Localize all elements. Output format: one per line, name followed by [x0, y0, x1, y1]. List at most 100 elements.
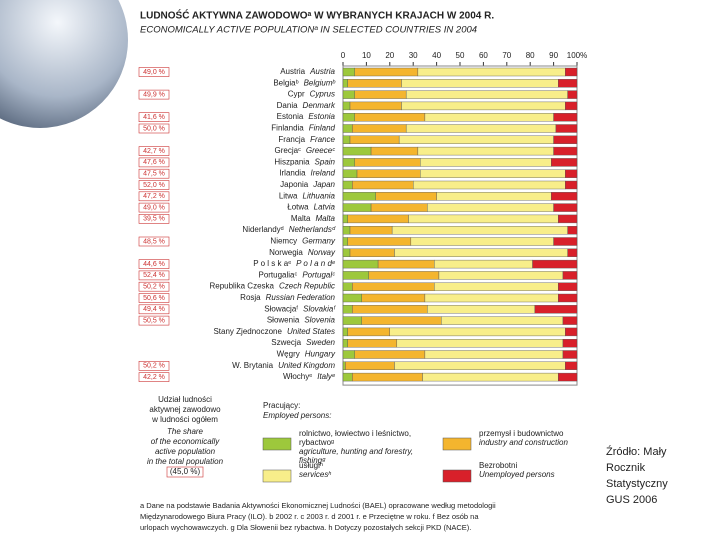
bar-segment — [361, 316, 442, 325]
share-label: 44,6 % — [143, 261, 165, 268]
globe-decoration — [0, 0, 128, 128]
share-label: 50,6 % — [143, 295, 165, 302]
bar-segment — [398, 135, 554, 145]
bar-segment — [342, 293, 362, 303]
share-label: 42,2 % — [143, 374, 165, 381]
x-tick-label: 10 — [362, 51, 371, 60]
country-name-en: Belgiumᵇ — [304, 78, 336, 87]
bar-segment — [562, 271, 578, 280]
bar-segment — [342, 248, 351, 258]
country-label: Irlandia Ireland — [279, 169, 335, 178]
bar-segment — [342, 271, 369, 280]
country-label: Estonia Estonia — [277, 112, 336, 121]
bar-segment — [553, 135, 578, 145]
legend-heading-en: Employed persons: — [263, 411, 331, 420]
country-name-en: Malta — [315, 214, 335, 223]
share-box — [138, 67, 170, 77]
share-box — [138, 112, 170, 122]
footnote: urlopach wychowawczych. g Dla Słowenii b… — [140, 523, 471, 532]
bar-segment — [349, 248, 395, 258]
share-box — [138, 168, 170, 179]
bar-segment — [405, 90, 568, 99]
country-name-en: Spain — [315, 158, 336, 167]
bar-segment — [356, 169, 421, 178]
bar-segment — [558, 214, 578, 224]
bar-segment — [370, 146, 419, 156]
country-name-en: Norway — [308, 248, 336, 257]
country-name-en: Russian Federation — [266, 293, 336, 302]
share-box — [138, 191, 170, 202]
legend-label: rolnictwo, łowiectwo i leśnictwo, — [299, 429, 411, 438]
share-box — [138, 259, 170, 269]
country-name-pl: Słowenia — [267, 316, 300, 325]
bar-segment — [377, 259, 435, 269]
country-name-en: Cyprus — [310, 90, 335, 99]
bar-segment — [354, 67, 419, 77]
country-name-en: Hungary — [305, 350, 336, 359]
bar-segment — [349, 135, 400, 145]
bar-segment — [420, 158, 552, 167]
share-box — [138, 123, 170, 134]
country-name-pl: Stany Zjednoczone — [213, 327, 282, 336]
bar-segment — [562, 339, 578, 348]
bar-segment — [342, 305, 353, 314]
bar-segment — [342, 327, 348, 337]
share-label: 39,5 % — [143, 216, 165, 223]
country-label: Węgry Hungary — [277, 350, 336, 359]
bar-segment — [565, 361, 578, 370]
share-note-en: active population — [155, 447, 216, 456]
country-label: Łotwa Latvia — [287, 203, 335, 212]
country-label: Finlandia Finland — [271, 124, 335, 133]
share-label: 52,0 % — [143, 182, 165, 189]
bar-segment — [391, 225, 568, 235]
bar-segment — [347, 327, 390, 337]
bar-segment — [551, 158, 578, 167]
bar-segment — [347, 237, 412, 246]
bar-segment — [349, 225, 393, 235]
share-box — [138, 157, 170, 168]
country-label: Grecjaᶜ Greeceᶜ — [275, 146, 336, 155]
bar-segment — [368, 271, 440, 280]
bar-segment — [558, 282, 578, 291]
bar-segment — [342, 112, 355, 122]
country-label: Belgiaᵇ Belgiumᵇ — [273, 78, 335, 87]
country-label: Republika Czeska Czech Republic — [209, 282, 335, 291]
country-name-en: Ireland — [311, 169, 336, 178]
share-box — [138, 214, 170, 224]
bar-segment — [352, 282, 435, 291]
bar-segment — [417, 67, 566, 77]
bar-segment — [534, 305, 578, 314]
bar-segment — [354, 90, 407, 99]
share-label: 47,6 % — [143, 159, 165, 166]
country-label: Niderlandyᵈ Netherlandsᵈ — [242, 225, 335, 234]
chart-title: LUDNOŚĆ AKTYWNA ZAWODOWOᵃ W WYBRANYCH KR… — [140, 9, 494, 22]
share-label: 52,4 % — [143, 272, 165, 279]
country-name-en: Germany — [302, 237, 336, 246]
share-box — [138, 304, 170, 315]
bar-segment — [342, 169, 358, 178]
legend-swatch — [442, 437, 472, 451]
country-name-pl: Cypr — [288, 90, 305, 99]
bar-segment — [396, 339, 564, 348]
share-box — [138, 293, 170, 303]
country-name-pl: P o l s k aᵉ — [253, 259, 291, 268]
x-tick-label: 40 — [432, 51, 441, 60]
country-name-pl: Słowacjaᶠ — [264, 304, 298, 313]
bar-segment — [413, 180, 566, 190]
legend-label-en: industry and construction — [479, 438, 568, 447]
bar-segment — [342, 79, 348, 88]
bar-segment — [354, 158, 421, 167]
bar-segment — [342, 372, 353, 382]
country-label: Malta Malta — [291, 214, 336, 223]
bar-segment — [342, 339, 348, 348]
country-label: Słowenia Slovenia — [267, 316, 336, 325]
share-box — [138, 146, 170, 156]
bar-segment — [342, 282, 353, 291]
bar-segment — [424, 112, 554, 122]
country-name-en: Latvia — [314, 203, 336, 212]
country-name-en: Sweden — [306, 338, 335, 347]
share-note-en: The share — [167, 427, 204, 436]
bar-segment — [342, 135, 351, 145]
x-tick-label: 100% — [567, 51, 587, 60]
